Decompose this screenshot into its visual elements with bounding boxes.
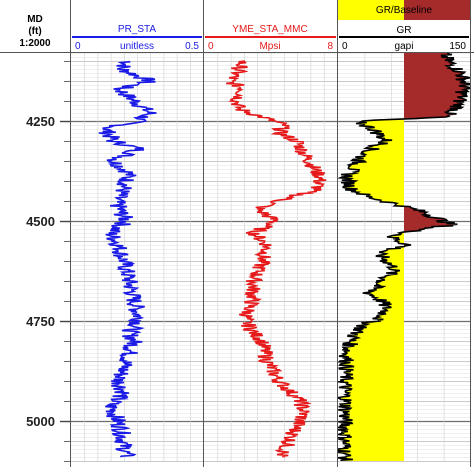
track3-curve-name: GR (397, 25, 412, 36)
curve-gr (338, 53, 470, 461)
track3-fills (338, 53, 470, 461)
track1-curve-name: PR_STA (118, 24, 156, 35)
gr-fill-below-baseline (338, 53, 404, 461)
depth-header-md: MD (27, 14, 43, 25)
gr-fill-above-baseline (404, 53, 470, 461)
depth-header-unit: (ft) (28, 26, 41, 37)
track3-fill-title: GR/Baseline (376, 5, 433, 16)
fill-header-brown (404, 0, 470, 20)
curve-pr-sta (98, 60, 157, 458)
track3-scale-max: 150 (449, 41, 466, 52)
track2-scale-max: 8 (327, 41, 333, 52)
track2-scale-min: 0 (208, 41, 214, 52)
fill-header-yellow (338, 0, 404, 20)
track3-unit: gapi (395, 41, 414, 52)
depth-label: 5000 (26, 414, 55, 429)
track1-grid (71, 53, 203, 462)
curve-yme-sta-mmc (226, 60, 327, 458)
depth-header-scale: 1:2000 (19, 38, 51, 49)
depth-track-grid (60, 61, 70, 462)
track2-curve-name: YME_STA_MMC (232, 24, 307, 35)
track2-grid (204, 53, 337, 462)
depth-label: 4750 (26, 314, 55, 329)
depth-labels: 4250 4500 4750 5000 (26, 114, 55, 429)
track1-scale-min: 0 (75, 41, 81, 52)
track3-scale-min: 0 (342, 41, 348, 52)
track1-unit: unitless (120, 41, 154, 52)
depth-label: 4250 (26, 114, 55, 129)
track1-scale-max: 0.5 (185, 41, 199, 52)
track2-unit: Mpsi (259, 41, 280, 52)
depth-label: 4500 (26, 214, 55, 229)
